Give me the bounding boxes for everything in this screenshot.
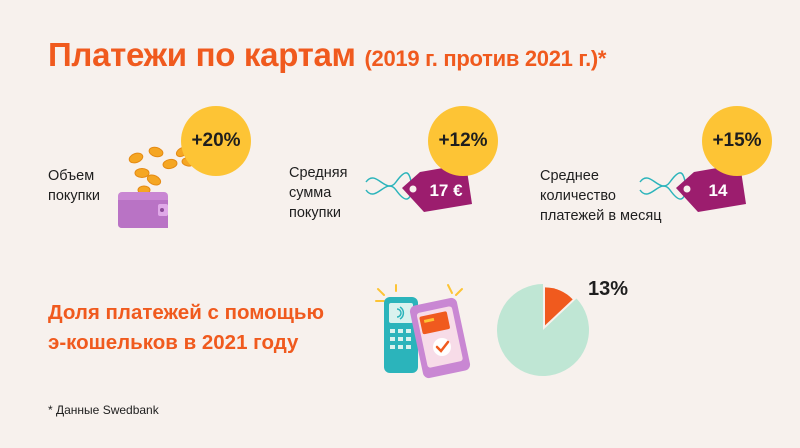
- pie-slice-ewallet: [544, 287, 573, 326]
- footnote: * Данные Swedbank: [48, 403, 159, 417]
- smartphone-icon: [409, 297, 471, 379]
- tag-value-count: 14: [709, 181, 728, 200]
- change-badge-avg-amount: +12%: [428, 106, 498, 176]
- change-badge-avg-count: +15%: [702, 106, 772, 176]
- metric-volume-label: Объем покупки: [48, 168, 100, 204]
- metric-avg-amount-label: Средняя сумма покупки: [289, 165, 348, 221]
- ewallet-share-pie: [497, 284, 589, 376]
- metric-avg-count-label: Среднее количество платежей в месяц: [540, 168, 662, 224]
- title-period: (2019 г. против 2021 г.)*: [364, 46, 607, 71]
- price-tag-icon: 17 €: [365, 164, 472, 212]
- ewallet-share-value: 13%: [588, 278, 629, 300]
- payment-terminal-icon: [375, 284, 471, 379]
- title-main: Платежи по картам: [48, 36, 356, 73]
- tag-value-amount: 17 €: [429, 181, 463, 200]
- coins-wallet-icon: [118, 146, 195, 228]
- change-badge-volume: +20%: [181, 106, 251, 176]
- pie-slice-other: [497, 284, 589, 376]
- ewallet-share-heading: Доля платежей с помощью э-кошельков в 20…: [48, 301, 325, 354]
- price-tag-icon: 14: [639, 164, 746, 212]
- page-title: Платежи по картам (2019 г. против 2021 г…: [48, 36, 606, 74]
